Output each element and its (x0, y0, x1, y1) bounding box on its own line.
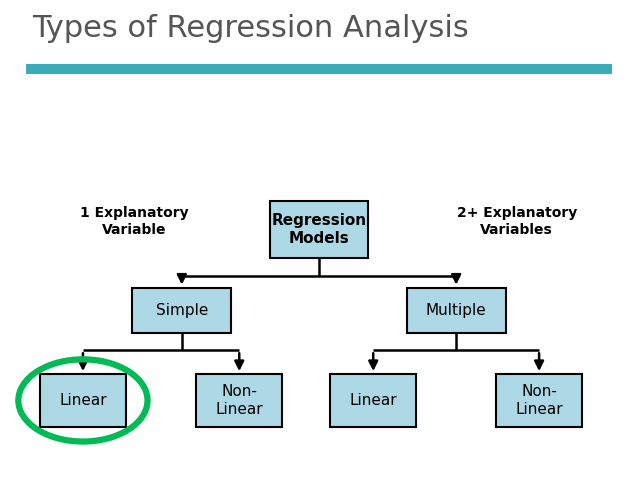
Text: 2+ Explanatory
Variables: 2+ Explanatory Variables (457, 206, 577, 238)
Text: Linear: Linear (350, 393, 397, 408)
Bar (197, 374, 282, 427)
Text: Multiple: Multiple (426, 303, 487, 318)
Text: Simple: Simple (156, 303, 208, 318)
Text: Non-
Linear: Non- Linear (516, 384, 563, 417)
Bar (269, 201, 369, 258)
Bar (496, 374, 582, 427)
Text: 1 Explanatory
Variable: 1 Explanatory Variable (80, 206, 188, 238)
Bar (132, 287, 231, 333)
Text: Regression
Models: Regression Models (271, 213, 367, 246)
Text: Types of Regression Analysis: Types of Regression Analysis (32, 14, 469, 44)
Text: Non-
Linear: Non- Linear (216, 384, 263, 417)
Bar (330, 374, 416, 427)
Bar (40, 374, 126, 427)
Text: Linear: Linear (59, 393, 107, 408)
Bar (407, 287, 505, 333)
